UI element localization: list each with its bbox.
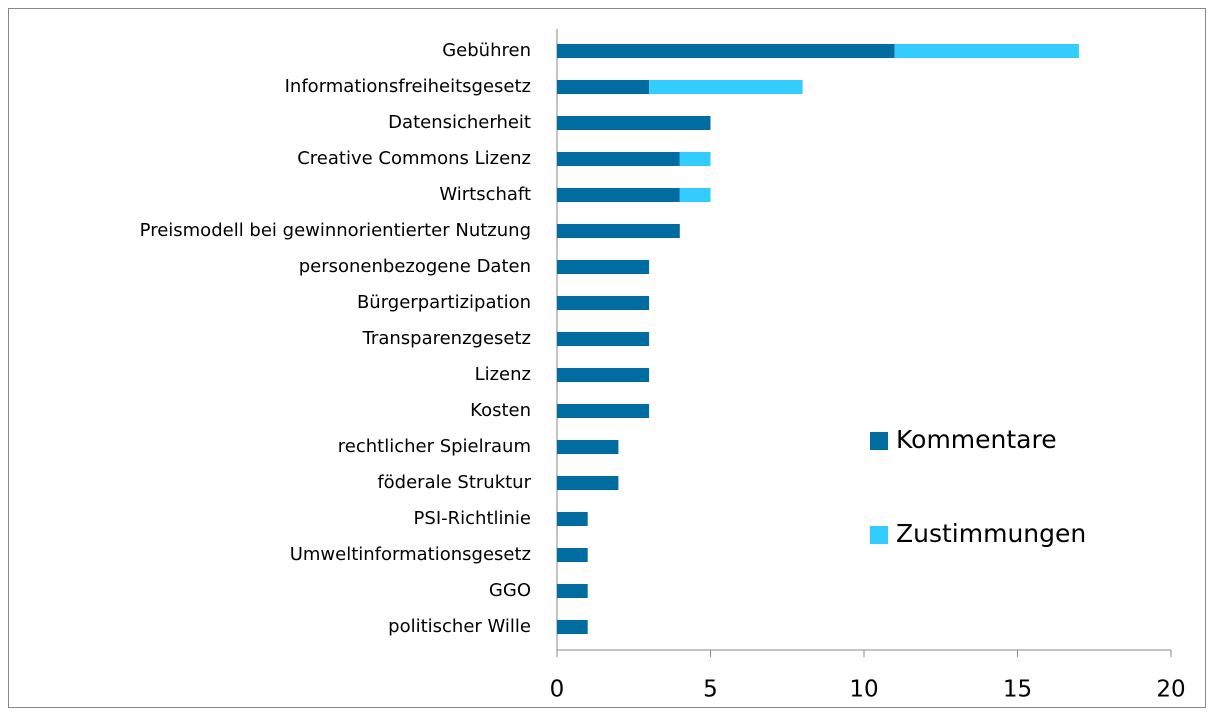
bar xyxy=(557,584,588,598)
bar xyxy=(557,440,619,454)
x-tick-label: 5 xyxy=(703,677,718,703)
legend-swatch xyxy=(870,432,888,450)
bar xyxy=(557,620,588,634)
y-tick-label: föderale Struktur xyxy=(377,472,531,493)
bar xyxy=(557,476,619,490)
bar xyxy=(679,188,711,202)
y-tick-label: Transparenzgesetz xyxy=(362,328,531,349)
bar xyxy=(557,116,711,130)
y-tick-label: PSI-Richtlinie xyxy=(414,508,531,529)
bar xyxy=(557,188,680,202)
bar xyxy=(557,332,650,346)
y-tick-label: Datensicherheit xyxy=(388,112,531,133)
chart-frame xyxy=(8,8,1206,708)
y-tick-label: rechtlicher Spielraum xyxy=(338,436,531,457)
y-tick-label: Umweltinformationsgesetz xyxy=(290,544,531,565)
y-tick-label: Wirtschaft xyxy=(439,184,531,205)
legend-label: Kommentare xyxy=(896,425,1057,454)
y-tick-label: personenbezogene Daten xyxy=(299,256,531,277)
bar xyxy=(894,44,1079,58)
legend-swatch xyxy=(870,526,888,544)
y-tick-label: Lizenz xyxy=(475,364,531,385)
bar xyxy=(557,80,650,94)
y-tick-label: Gebühren xyxy=(442,40,531,61)
bar xyxy=(557,296,650,310)
y-tick-label: Informationsfreiheitsgesetz xyxy=(285,76,531,97)
legend-label: Zustimmungen xyxy=(896,519,1086,548)
bar xyxy=(557,404,650,418)
x-tick-label: 20 xyxy=(1156,677,1185,703)
y-tick-label: GGO xyxy=(489,580,531,601)
bar xyxy=(557,224,680,238)
bar xyxy=(557,512,588,526)
x-tick-label: 0 xyxy=(550,677,565,703)
y-tick-label: Kosten xyxy=(470,400,531,421)
bar xyxy=(557,152,680,166)
bar xyxy=(557,368,650,382)
bar xyxy=(557,260,650,274)
y-tick-label: Preismodell bei gewinnorientierter Nutzu… xyxy=(140,220,531,241)
y-tick-label: Creative Commons Lizenz xyxy=(297,148,531,169)
y-tick-label: politischer Wille xyxy=(388,616,531,637)
bar xyxy=(679,152,711,166)
bar xyxy=(557,44,895,58)
x-tick-label: 10 xyxy=(849,677,878,703)
bar xyxy=(649,80,803,94)
y-tick-label: Bürgerpartizipation xyxy=(357,292,531,313)
bar xyxy=(557,548,588,562)
x-tick-label: 15 xyxy=(1003,677,1032,703)
